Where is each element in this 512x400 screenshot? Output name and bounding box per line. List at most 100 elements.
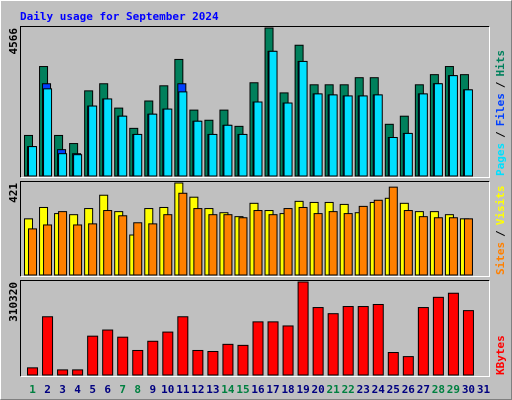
chart-title: Daily usage for September 2024 [20,10,219,23]
x-tick-label: 18 [281,383,294,396]
y-max-label: 421 [7,183,20,203]
bar [432,296,444,376]
bar [253,101,263,177]
bar [388,136,398,177]
bar [373,94,383,177]
x-tick-label: 31 [477,383,491,396]
bar [223,124,233,177]
bar [133,222,143,276]
x-tick-label: 17 [266,383,279,396]
bar [73,154,83,177]
bar [88,105,98,177]
bar [283,208,293,276]
bar [267,321,279,376]
bar [402,356,414,376]
bar [103,98,113,177]
bar [358,205,368,276]
bar [447,292,459,376]
bar [118,115,128,177]
x-tick-label: 25 [387,383,400,396]
x-tick-label: 2 [44,383,51,396]
legend: KBytes [494,335,507,375]
legend-separator: / [494,81,507,88]
bar [117,336,129,376]
legend-entry: Pages [494,143,507,176]
bar [208,214,218,276]
bar [192,349,204,376]
x-tick-label: 13 [206,383,219,396]
bar [162,331,174,376]
bar [433,83,443,177]
bar [372,303,384,376]
x-tick-label: 4 [74,383,81,396]
x-tick-label: 26 [402,383,416,396]
bar [27,367,39,376]
bar [417,307,429,376]
bar [73,224,83,276]
bar [42,316,54,376]
legend: Sites / Visits [494,186,507,276]
x-tick-label: 12 [191,383,204,396]
bar [163,108,173,177]
bar [433,217,443,276]
bar [373,199,383,276]
bar [448,75,458,177]
bar [238,133,248,177]
x-tick-label: 20 [312,383,325,396]
bar [328,211,338,276]
bar [343,95,353,177]
bar [463,89,473,177]
bar [88,223,98,276]
x-tick-label: 5 [89,383,96,396]
bar [313,93,323,177]
bar [43,224,53,276]
legend-separator: / [494,230,507,237]
bar [463,218,473,276]
bar [222,343,234,376]
bar [178,192,188,276]
x-tick-label: 11 [176,383,190,396]
bar [388,186,398,276]
bar [207,350,219,376]
x-tick-label: 3 [59,383,66,396]
x-tick-label: 14 [221,383,235,396]
bar [148,223,158,276]
x-tick-label: 7 [119,383,126,396]
legend-entry: Hits [494,50,507,77]
bar [418,93,428,177]
x-tick-label: 6 [104,383,111,396]
bar [28,228,38,276]
y-max-label: 4566 [7,28,20,55]
bar [448,217,458,276]
legend-entry: Sites [494,242,507,275]
bar [387,352,399,376]
bar [343,213,353,276]
x-tick-label: 28 [432,383,445,396]
bar [193,208,203,276]
bar [132,349,144,376]
bar [148,113,158,177]
x-tick-label: 19 [296,383,309,396]
x-tick-label: 21 [327,383,341,396]
bar [328,94,338,177]
bar [357,306,369,376]
x-tick-label: 16 [251,383,265,396]
bar [253,210,263,276]
bar [252,321,264,376]
panel-border-light [20,280,490,377]
panel-border-light [20,26,490,178]
bar [193,120,203,177]
x-tick-label: 24 [372,383,386,396]
x-tick-label: 8 [134,383,141,396]
bar [298,206,308,276]
bar [313,213,323,276]
x-tick-label: 30 [462,383,475,396]
bar [297,281,309,376]
bar [312,307,324,376]
bar [327,313,339,376]
bar [177,316,189,376]
bar [208,133,218,177]
bar [358,95,368,177]
